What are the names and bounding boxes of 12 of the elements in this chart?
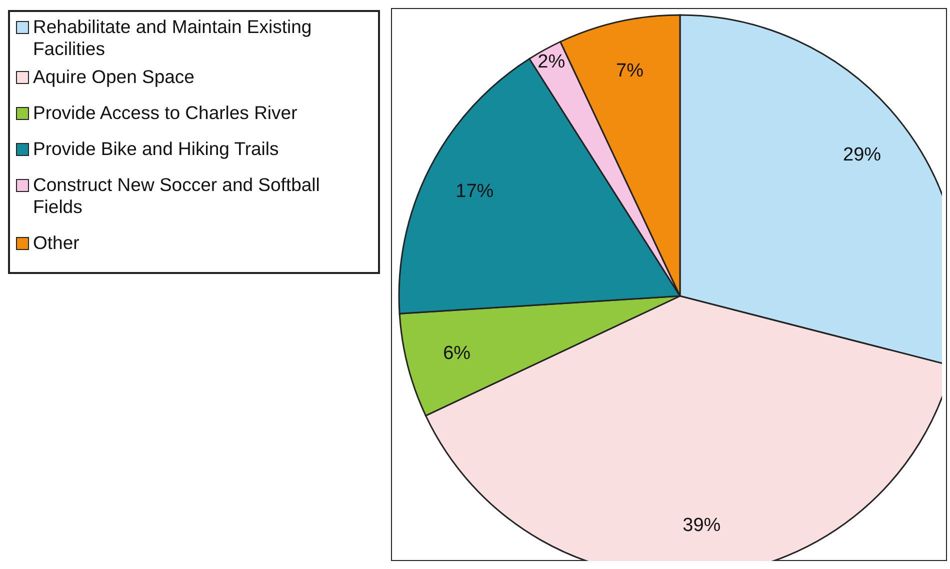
legend-label: Construct New Soccer and Softball Fields [33, 174, 321, 218]
legend-label: Provide Bike and Hiking Trails [33, 138, 279, 160]
data-label: 7% [616, 60, 644, 82]
legend-label: Rehabilitate and Maintain Existing Facilities [33, 16, 313, 60]
data-label: 29% [843, 144, 882, 166]
legend-label: Aquire Open Space [33, 66, 194, 88]
data-label: 6% [443, 342, 471, 364]
data-label: 2% [538, 52, 566, 73]
data-label: 39% [682, 514, 721, 536]
data-label: 17% [456, 180, 494, 202]
legend-label: Other [33, 232, 80, 254]
legend-label: Provide Access to Charles River [33, 102, 298, 124]
